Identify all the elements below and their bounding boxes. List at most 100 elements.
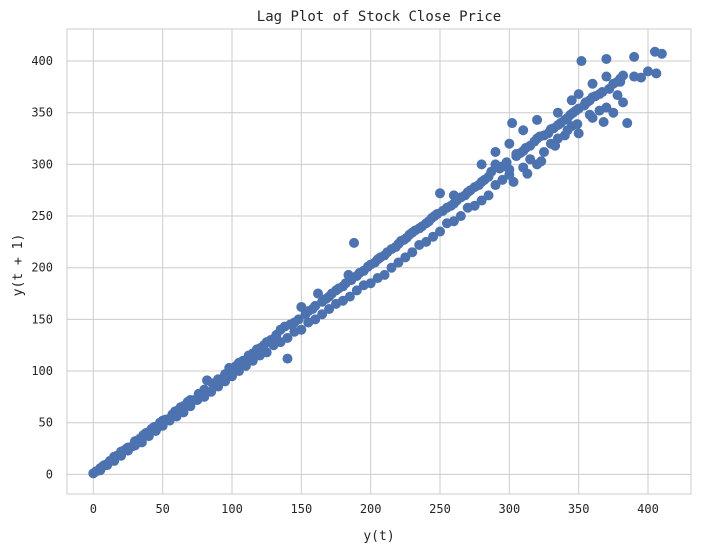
data-point [618, 97, 629, 108]
data-point [455, 211, 466, 222]
data-point [349, 237, 360, 248]
data-point [598, 117, 609, 127]
data-point [486, 166, 497, 177]
y-axis-label: y(t + 1) [11, 234, 26, 297]
data-point [629, 71, 640, 82]
data-point [268, 340, 279, 351]
data-point [525, 154, 536, 165]
data-point [435, 188, 446, 199]
data-point [303, 317, 314, 328]
data-point [282, 353, 293, 364]
x-tick-label: 0 [90, 502, 97, 516]
data-point [601, 71, 612, 82]
data-point [289, 326, 300, 337]
x-tick-label: 250 [429, 502, 451, 516]
data-point [576, 56, 587, 67]
data-point [428, 231, 439, 242]
data-point [615, 76, 626, 87]
data-point [612, 90, 623, 101]
data-point [293, 314, 304, 325]
data-point [220, 376, 231, 387]
data-point [573, 128, 584, 139]
data-point [573, 89, 584, 100]
y-tick-label: 150 [31, 312, 53, 326]
data-point [584, 109, 595, 120]
data-point [497, 174, 508, 185]
data-point [351, 285, 362, 296]
data-point [164, 415, 175, 426]
data-point [462, 202, 473, 213]
data-point [572, 119, 583, 130]
data-point [372, 273, 383, 284]
y-tick-label: 0 [46, 467, 53, 481]
data-point [157, 420, 168, 431]
data-point [580, 97, 591, 108]
data-point [123, 445, 134, 456]
data-point [441, 218, 452, 229]
data-point [393, 257, 404, 268]
data-point [185, 401, 196, 412]
data-point [532, 114, 543, 125]
y-tick-label: 350 [31, 106, 53, 120]
data-point [414, 239, 425, 250]
data-point [483, 190, 494, 201]
data-point [247, 355, 258, 366]
data-point [622, 118, 633, 129]
data-point [562, 125, 573, 136]
data-point [317, 309, 328, 320]
data-point [536, 156, 547, 167]
y-tick-label: 200 [31, 261, 53, 275]
data-point [95, 465, 106, 476]
data-point [507, 118, 518, 129]
x-tick-label: 50 [155, 502, 169, 516]
data-point [550, 140, 561, 151]
data-point [233, 366, 244, 377]
y-tick-label: 250 [31, 209, 53, 223]
data-point [150, 425, 161, 436]
data-point [594, 105, 605, 116]
data-point [476, 195, 487, 206]
x-tick-label: 150 [291, 502, 313, 516]
scatter-points [88, 46, 667, 479]
data-point [490, 180, 501, 191]
y-tick-label: 300 [31, 157, 53, 171]
x-tick-label: 400 [637, 502, 659, 516]
data-point [448, 190, 459, 201]
data-point [522, 168, 533, 179]
data-point [504, 138, 515, 149]
data-point [539, 146, 550, 157]
data-point [116, 450, 127, 461]
data-point [358, 280, 369, 291]
data-point [400, 252, 411, 263]
data-point [331, 298, 342, 309]
data-point [386, 262, 397, 273]
data-point [476, 159, 487, 170]
data-point [192, 394, 203, 405]
y-tick-label: 100 [31, 364, 53, 378]
data-point [407, 247, 418, 258]
data-point [566, 95, 577, 106]
data-point [490, 146, 501, 157]
x-axis-label: y(t) [363, 529, 394, 544]
data-point [435, 226, 446, 237]
x-tick-label: 300 [499, 502, 521, 516]
chart-title: Lag Plot of Stock Close Price [257, 9, 501, 25]
x-tick-label: 100 [221, 502, 243, 516]
data-point [227, 371, 238, 382]
data-point [213, 381, 224, 392]
data-point [504, 169, 515, 180]
data-point [129, 440, 140, 451]
gridlines [67, 29, 691, 494]
data-point [518, 125, 529, 136]
data-point [601, 53, 612, 64]
data-point [587, 78, 598, 89]
data-point [206, 386, 217, 397]
data-point [240, 360, 251, 371]
data-point [143, 431, 154, 442]
y-tick-label: 400 [31, 54, 53, 68]
data-point [629, 51, 640, 62]
data-point [254, 350, 265, 361]
y-tick-label: 50 [39, 416, 53, 430]
x-tick-label: 200 [360, 502, 382, 516]
